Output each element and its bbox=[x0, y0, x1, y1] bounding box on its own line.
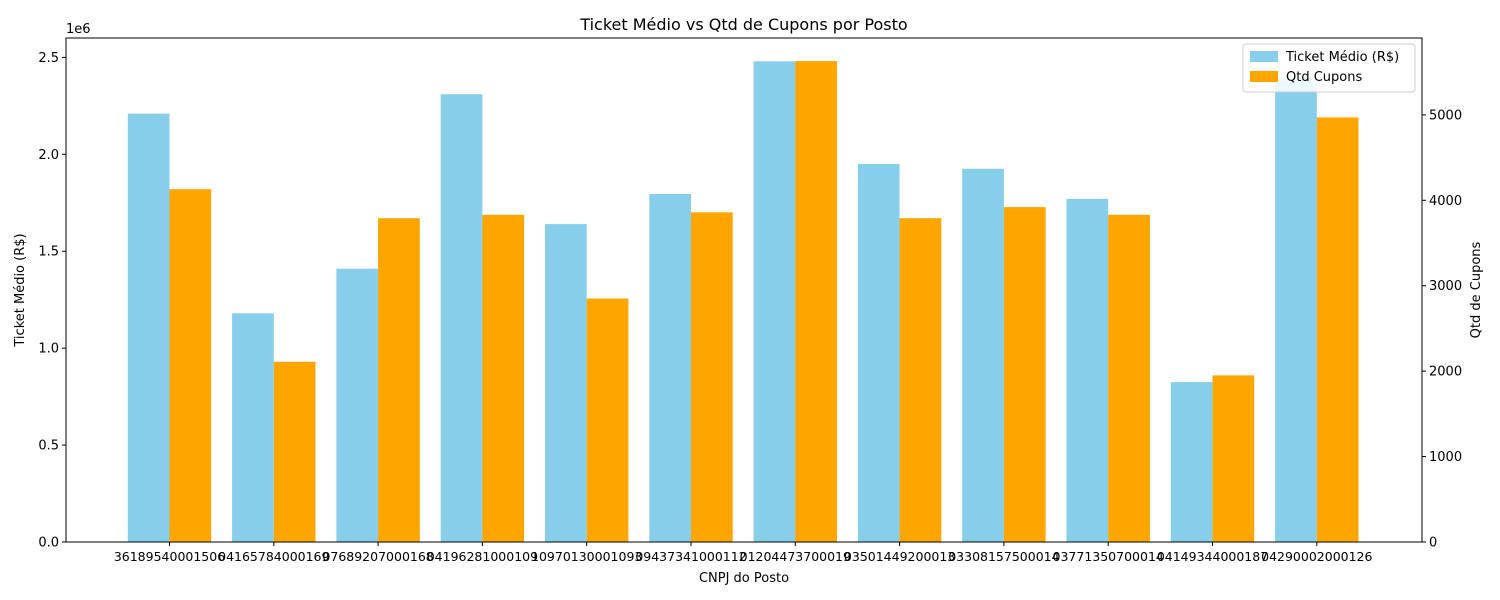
x-tick-label-3: 04196281000109 bbox=[427, 549, 538, 564]
left-axis-label: Ticket Médio (R$) bbox=[13, 233, 28, 347]
left-tick-label-4: 2.0 bbox=[38, 148, 59, 163]
x-tick-label-9: 03771350700014 bbox=[1053, 549, 1164, 564]
legend-swatch-cupons bbox=[1250, 71, 1278, 82]
right-tick-label-3: 3000 bbox=[1429, 279, 1462, 294]
right-tick-label-1: 1000 bbox=[1429, 450, 1462, 465]
bar-cupons-11 bbox=[1316, 117, 1359, 543]
x-tick-label-1: 04165784000169 bbox=[218, 549, 329, 564]
right-axis-label: Qtd de Cupons bbox=[1469, 241, 1484, 338]
x-tick-label-5: 09437341000112 bbox=[635, 549, 746, 564]
bar-cupons-8 bbox=[1003, 207, 1046, 542]
x-tick-label-7: 03501449200013 bbox=[844, 549, 955, 564]
x-tick-label-11: 04290002000126 bbox=[1261, 549, 1372, 564]
x-tick-label-8: 03308157500014 bbox=[948, 549, 1059, 564]
x-tick-label-4: 10970130001093 bbox=[531, 549, 642, 564]
bar-cupons-7 bbox=[899, 218, 942, 542]
right-axis: 0 1000 2000 3000 4000 5000 bbox=[1422, 108, 1462, 551]
legend-swatch-ticket bbox=[1250, 51, 1278, 62]
bar-ticket-2 bbox=[336, 268, 379, 542]
right-tick-label-4: 4000 bbox=[1429, 194, 1462, 209]
plot-frame bbox=[65, 37, 1423, 543]
right-tick-label-0: 0 bbox=[1429, 536, 1437, 551]
bar-ticket-5 bbox=[649, 194, 691, 542]
x-tick-label-0: 36189540001506 bbox=[114, 549, 225, 564]
bar-ticket-1 bbox=[232, 313, 274, 542]
legend-label-cupons: Qtd Cupons bbox=[1286, 70, 1362, 85]
chart-title: Ticket Médio vs Qtd de Cupons por Posto bbox=[579, 15, 907, 34]
bar-ticket-10 bbox=[1170, 382, 1213, 542]
bar-cupons-10 bbox=[1212, 375, 1255, 542]
bar-ticket-3 bbox=[440, 94, 483, 542]
bars-layer bbox=[127, 61, 1359, 543]
right-tick-label-5: 5000 bbox=[1429, 108, 1462, 123]
legend: Ticket Médio (R$) Qtd Cupons bbox=[1242, 43, 1416, 93]
bar-ticket-9 bbox=[1066, 198, 1109, 542]
bar-cupons-4 bbox=[586, 298, 629, 542]
left-tick-label-3: 1.5 bbox=[38, 245, 59, 260]
bar-cupons-3 bbox=[482, 214, 525, 543]
x-axis: 3618954000150604165784000169076892070001… bbox=[114, 542, 1373, 564]
bar-ticket-8 bbox=[962, 168, 1004, 543]
x-axis-label: CNPJ do Posto bbox=[699, 571, 789, 586]
left-tick-label-5: 2.5 bbox=[38, 51, 59, 66]
bar-ticket-7 bbox=[857, 164, 900, 542]
bar-cupons-5 bbox=[691, 212, 733, 543]
bar-ticket-11 bbox=[1275, 78, 1317, 542]
x-tick-label-6: 01204473700019 bbox=[740, 549, 851, 564]
bar-ticket-6 bbox=[753, 61, 796, 543]
bar-cupons-2 bbox=[378, 218, 420, 542]
left-axis: 0.0 0.5 1.0 1.5 2.0 2.5 bbox=[38, 51, 66, 551]
legend-label-ticket: Ticket Médio (R$) bbox=[1285, 50, 1399, 65]
left-tick-label-1: 0.5 bbox=[38, 439, 59, 454]
bar-ticket-0 bbox=[127, 113, 170, 542]
bar-ticket-4 bbox=[545, 224, 587, 542]
left-tick-label-0: 0.0 bbox=[38, 536, 59, 551]
bar-cupons-1 bbox=[273, 361, 316, 542]
x-tick-label-10: 04149344000187 bbox=[1157, 549, 1268, 564]
left-tick-label-2: 1.0 bbox=[38, 342, 59, 357]
right-tick-label-2: 2000 bbox=[1429, 365, 1462, 380]
left-offset-label: 1e6 bbox=[66, 22, 91, 37]
bar-cupons-0 bbox=[169, 189, 212, 542]
x-tick-label-2: 07689207000168 bbox=[322, 549, 433, 564]
bar-cupons-6 bbox=[795, 61, 837, 542]
legend-box bbox=[1242, 43, 1416, 93]
bar-cupons-9 bbox=[1108, 214, 1150, 543]
